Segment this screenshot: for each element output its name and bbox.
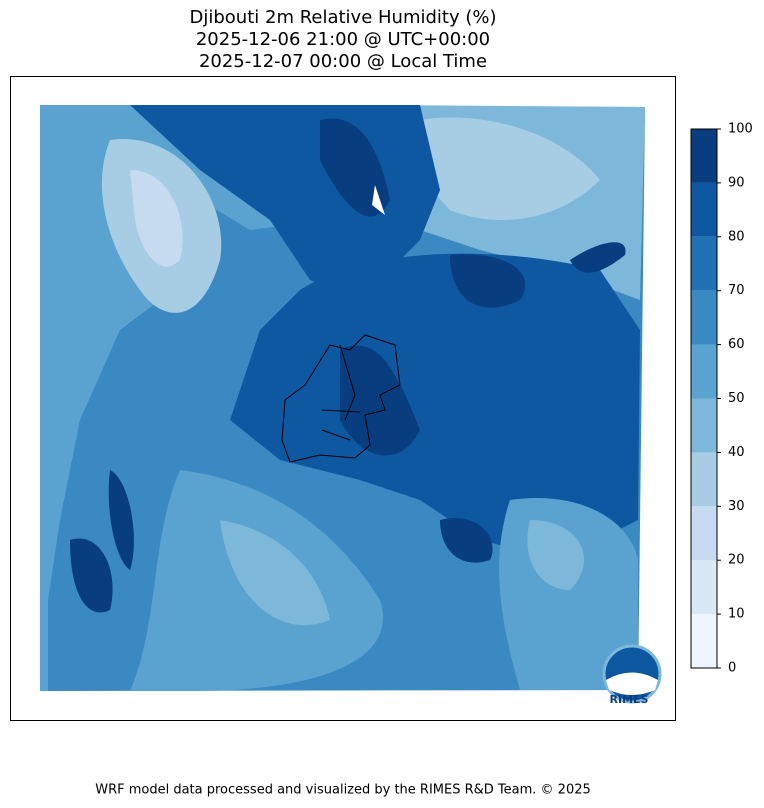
colorbar-bin bbox=[691, 452, 717, 507]
colorbar-tick-label: 90 bbox=[728, 175, 745, 190]
colorbar-tick-label: 10 bbox=[728, 607, 745, 622]
colorbar-bin bbox=[691, 236, 717, 291]
colorbar-tick-label: 100 bbox=[728, 122, 753, 137]
humidity-field bbox=[40, 105, 645, 691]
logo-text: RIMES bbox=[610, 693, 649, 706]
colorbar-tick-label: 70 bbox=[728, 283, 745, 298]
title-line: 2025-12-06 21:00 @ UTC+00:00 bbox=[196, 29, 490, 50]
colorbar-bin bbox=[691, 182, 717, 237]
title-line: 2025-12-07 00:00 @ Local Time bbox=[199, 51, 487, 72]
colorbar-tick-label: 20 bbox=[728, 553, 745, 568]
title-line: Djibouti 2m Relative Humidity (%) bbox=[190, 7, 497, 28]
colorbar-tick-label: 60 bbox=[728, 337, 745, 352]
colorbar-bin bbox=[691, 129, 717, 183]
colorbar-bin bbox=[691, 398, 717, 453]
colorbar-bin bbox=[691, 290, 717, 345]
logo: RIMES bbox=[602, 644, 662, 706]
country-border bbox=[281, 334, 401, 463]
colorbar-bin bbox=[691, 560, 717, 615]
colorbar-tick-label: 30 bbox=[728, 499, 745, 514]
colorbar-tick-label: 50 bbox=[728, 391, 745, 406]
colorbar-tick-label: 40 bbox=[728, 445, 745, 460]
colorbar-tick-label: 80 bbox=[728, 229, 745, 244]
colorbar-bin bbox=[691, 506, 717, 561]
footer: WRF model data processed and visualized … bbox=[95, 783, 591, 798]
colorbar-bin bbox=[691, 344, 717, 399]
colorbar-bin bbox=[691, 614, 717, 668]
colorbar-tick-label: 0 bbox=[728, 661, 736, 676]
